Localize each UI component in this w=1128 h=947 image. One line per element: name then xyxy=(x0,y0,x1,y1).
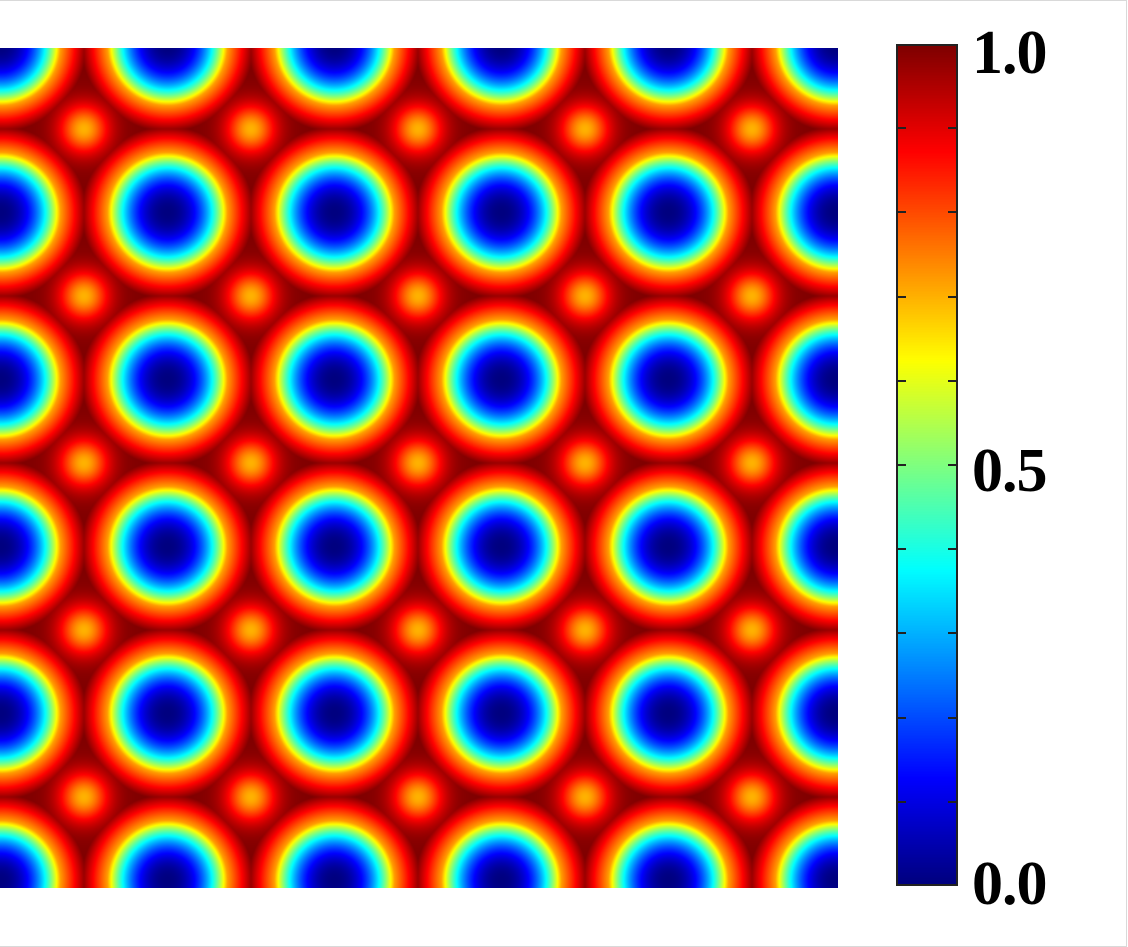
colorbar-tick xyxy=(898,632,906,635)
colorbar-tick xyxy=(948,211,956,214)
colorbar-tick xyxy=(898,464,906,466)
colorbar-tick xyxy=(948,295,956,298)
colorbar-label-max: 1.0 xyxy=(972,19,1047,87)
colorbar-tick xyxy=(898,716,906,719)
colorbar-label-mid: 0.5 xyxy=(972,437,1047,505)
colorbar-tick xyxy=(898,800,906,803)
colorbar-tick xyxy=(948,127,956,130)
colorbar-tick xyxy=(948,632,956,635)
colorbar-tick xyxy=(948,379,956,382)
colorbar xyxy=(896,44,958,886)
colorbar-tick xyxy=(898,211,906,214)
colorbar-gradient xyxy=(898,46,956,884)
colorbar-tick xyxy=(948,716,956,719)
colorbar-tick xyxy=(898,548,906,551)
colorbar-tick xyxy=(948,800,956,803)
colorbar-tick xyxy=(898,127,906,130)
colorbar-tick xyxy=(898,379,906,382)
colorbar-tick xyxy=(948,464,956,466)
colorbar-tick xyxy=(948,548,956,551)
colorbar-tick xyxy=(898,295,906,298)
heatmap-plot xyxy=(0,48,838,888)
colorbar-label-min: 0.0 xyxy=(972,850,1047,918)
